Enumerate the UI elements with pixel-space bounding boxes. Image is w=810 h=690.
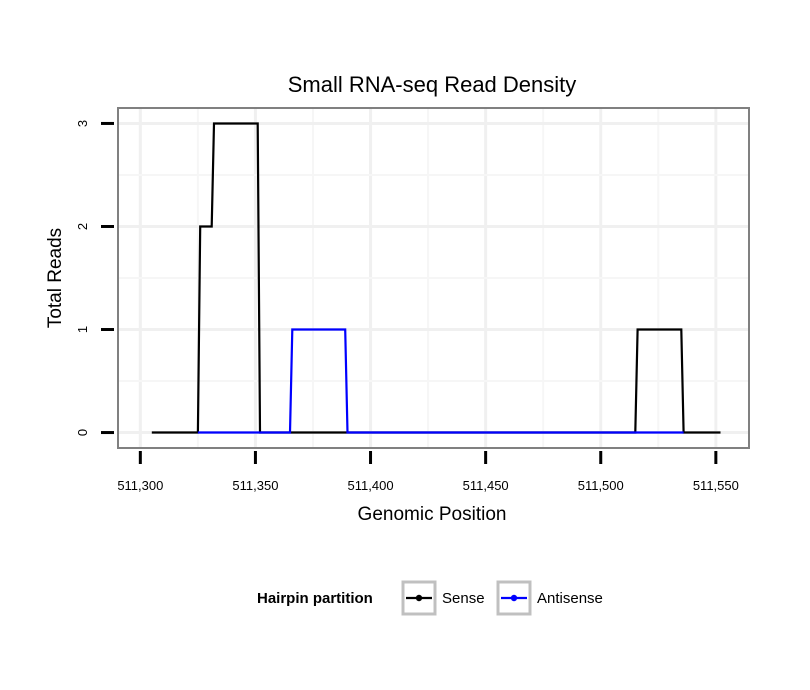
legend-item-antisense: Antisense — [496, 580, 603, 616]
series-line-antisense — [197, 328, 684, 434]
x-axis: 511,300 511,350 511,400 511,450 511,500 511,5… — [117, 451, 739, 493]
y-axis-title: Total Reads — [45, 228, 66, 328]
y-tick-label: 1 — [75, 326, 90, 333]
x-tick-label: 511,450 — [463, 478, 509, 493]
y-axis: 0 1 2 3 — [75, 120, 114, 436]
x-tick-label: 511,350 — [232, 478, 278, 493]
legend-item-sense: Sense — [401, 580, 485, 616]
y-tick-label: 0 — [75, 429, 90, 436]
series-line-sense — [151, 122, 721, 434]
x-tick-label: 511,500 — [578, 478, 624, 493]
legend-title: Hairpin partition — [257, 590, 373, 607]
legend-label: Antisense — [537, 590, 603, 607]
legend-key-point — [415, 594, 423, 602]
legend: Hairpin partition Sense Antisense — [257, 580, 603, 616]
plot-panel-border — [117, 107, 750, 449]
y-tick-label: 2 — [75, 223, 90, 230]
x-tick-label: 511,300 — [117, 478, 163, 493]
series-layer — [151, 122, 721, 434]
x-axis-title: Genomic Position — [358, 504, 507, 525]
x-tick-label: 511,550 — [693, 478, 739, 493]
chart-title: Small RNA-seq Read Density — [288, 72, 577, 97]
x-tick-label: 511,400 — [348, 478, 394, 493]
y-tick-label: 3 — [75, 120, 90, 127]
legend-label: Sense — [442, 590, 485, 607]
legend-key-point — [510, 594, 518, 602]
